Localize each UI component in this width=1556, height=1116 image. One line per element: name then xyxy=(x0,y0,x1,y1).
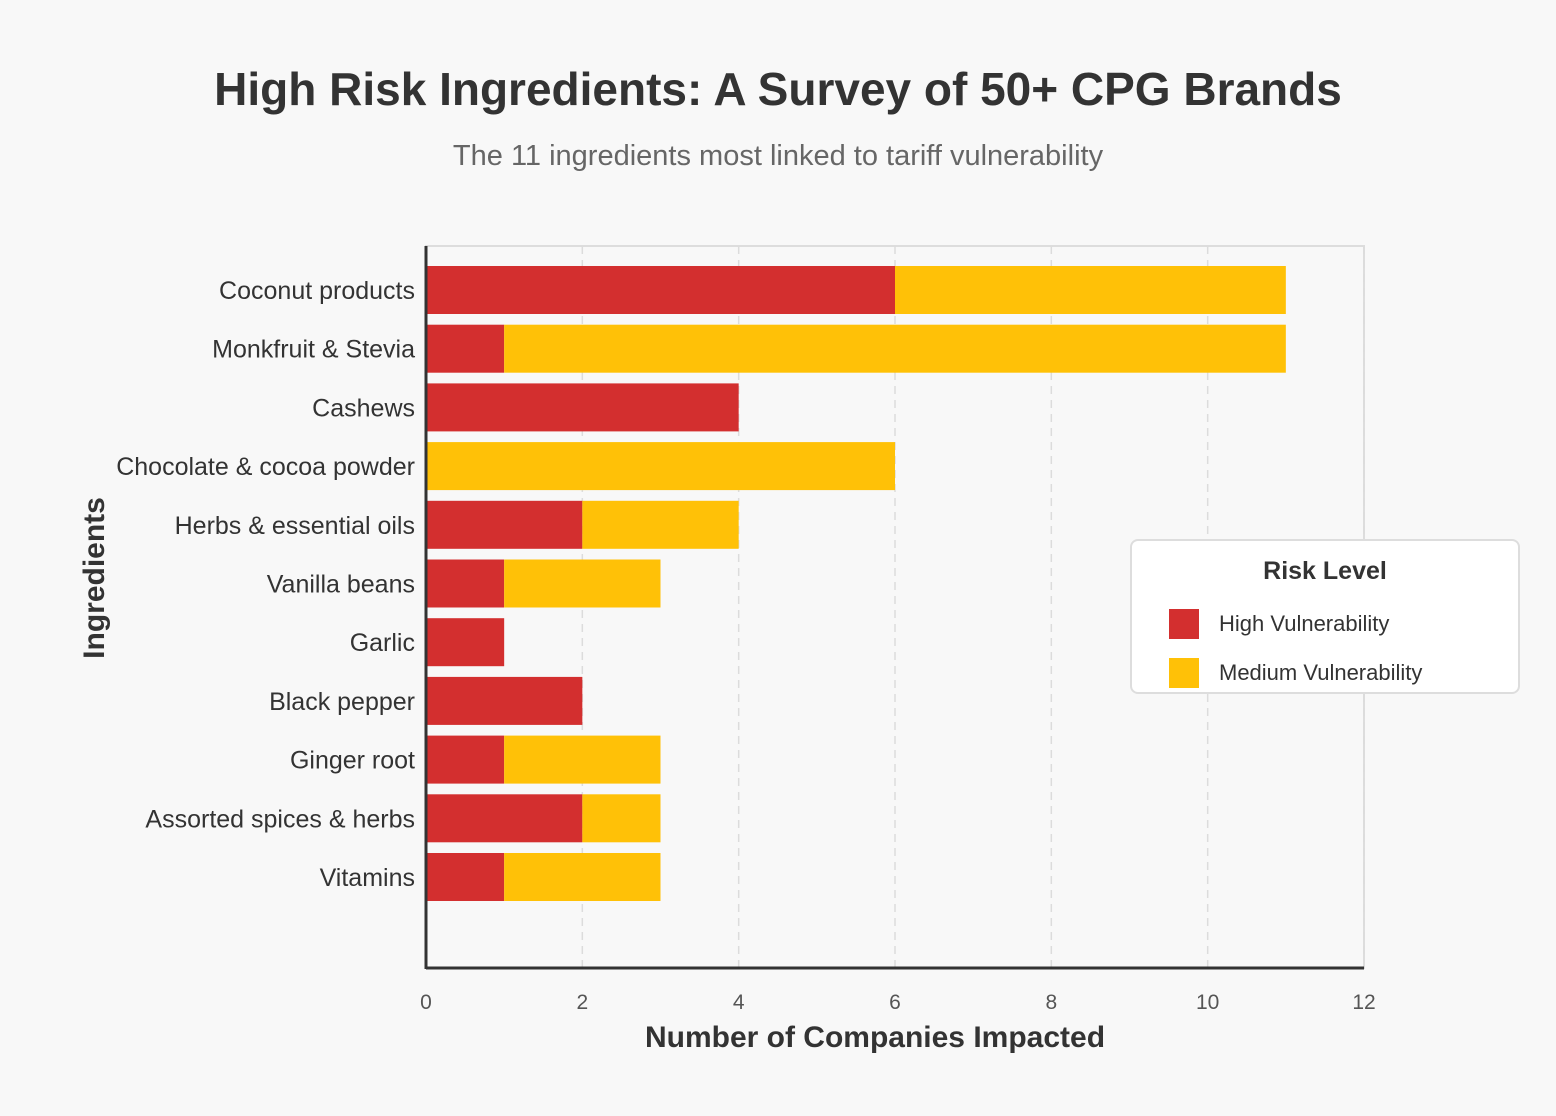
y-tick-label: Chocolate & cocoa powder xyxy=(116,453,415,481)
bar-series xyxy=(426,266,1286,901)
legend-swatch-medium xyxy=(1169,658,1199,688)
bar-high xyxy=(426,794,583,843)
legend-title: Risk Level xyxy=(1263,557,1387,585)
bar-medium xyxy=(582,500,739,549)
x-axis-title: Number of Companies Impacted xyxy=(645,1021,1105,1054)
x-tick-label: 0 xyxy=(420,991,432,1014)
y-tick-label: Monkfruit & Stevia xyxy=(212,336,415,364)
bar-medium xyxy=(582,794,661,843)
y-tick-label: Cashews xyxy=(312,394,415,422)
x-tick-label: 10 xyxy=(1196,991,1219,1014)
y-tick-label: Ginger root xyxy=(290,747,415,775)
bar-high xyxy=(426,559,505,608)
axes: 0 2 4 6 8 10 12 Coconut products Monkfruit & Ste… xyxy=(116,246,1376,1014)
y-tick-label: Coconut products xyxy=(219,277,415,305)
chart-title: High Risk Ingredients: A Survey of 50+ C… xyxy=(214,63,1342,115)
bar-high xyxy=(426,324,505,373)
x-tick-label: 4 xyxy=(733,991,745,1014)
x-tick-label: 6 xyxy=(889,991,901,1014)
legend-swatch-high xyxy=(1169,609,1199,639)
bar-high xyxy=(426,853,505,901)
y-tick-label: Vanilla beans xyxy=(267,571,415,599)
chart-subtitle: The 11 ingredients most linked to tariff… xyxy=(452,140,1104,172)
legend-label-medium: Medium Vulnerability xyxy=(1219,660,1423,685)
bar-high xyxy=(426,383,739,432)
y-tick-label: Herbs & essential oils xyxy=(175,512,415,540)
legend-label-high: High Vulnerability xyxy=(1219,611,1390,636)
y-tick-label: Vitamins xyxy=(320,864,415,892)
x-tick-label: 2 xyxy=(576,991,588,1014)
bar-medium xyxy=(895,266,1286,314)
y-tick-label: Black pepper xyxy=(269,688,415,716)
bar-high xyxy=(426,500,583,549)
bar-high xyxy=(426,735,505,784)
y-tick-label: Assorted spices & herbs xyxy=(145,805,415,833)
bar-medium xyxy=(504,853,661,901)
legend: Risk Level High Vulnerability Medium Vul… xyxy=(1130,539,1520,694)
bar-high xyxy=(426,266,895,314)
bar-medium xyxy=(504,559,661,608)
bar-high xyxy=(426,676,583,725)
y-axis-title: Ingredients xyxy=(78,497,111,659)
bar-medium xyxy=(504,735,661,784)
bar-medium xyxy=(504,324,1286,373)
bar-medium xyxy=(426,442,895,491)
bar-high xyxy=(426,618,505,667)
x-tick-label: 8 xyxy=(1045,991,1057,1014)
y-tick-label: Garlic xyxy=(350,629,415,657)
x-tick-label: 12 xyxy=(1352,991,1375,1014)
